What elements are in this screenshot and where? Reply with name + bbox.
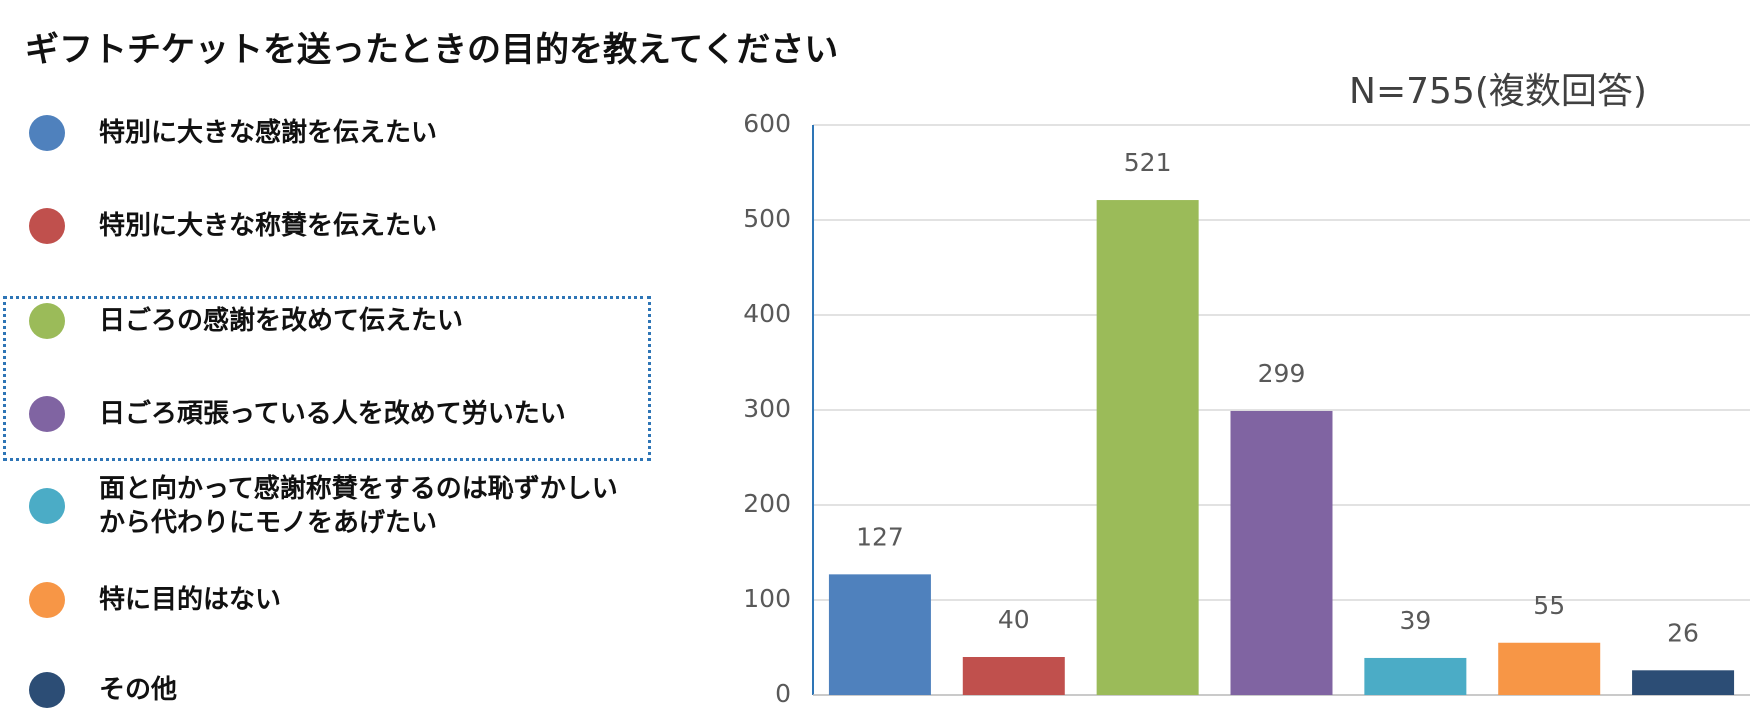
data-label: 39 (1399, 606, 1431, 635)
legend-marker (29, 115, 65, 151)
data-label: 521 (1124, 148, 1172, 177)
chart-title: ギフトチケットを送ったときの目的を教えてください (25, 30, 839, 70)
bar (828, 574, 931, 695)
legend-label: 特に目的はない (99, 585, 282, 615)
legend-label: その他 (99, 675, 178, 705)
y-tick-label: 100 (743, 584, 791, 613)
bar (1498, 642, 1601, 695)
legend-item: 特別に大きな称賛を伝えたい (0, 196, 640, 256)
legend-item: 特に目的はない (0, 570, 640, 630)
y-tick-label: 300 (743, 394, 791, 423)
chart-subtitle: N=755(複数回答) (1349, 71, 1647, 112)
legend-label: 特別に大きな称賛を伝えたい (99, 211, 438, 241)
legend-marker (29, 208, 65, 244)
bar (1230, 410, 1333, 695)
data-label: 40 (998, 605, 1030, 634)
y-tick-label: 600 (743, 109, 791, 138)
data-label: 299 (1258, 359, 1306, 388)
bar (1364, 657, 1467, 695)
legend-marker (29, 582, 65, 618)
legend-marker (29, 672, 65, 708)
y-tick-label: 400 (743, 299, 791, 328)
y-tick-label: 200 (743, 489, 791, 518)
legend-label: 特別に大きな感謝を伝えたい (99, 118, 438, 148)
bar (1096, 200, 1199, 696)
legend-marker (29, 396, 65, 432)
data-label: 26 (1667, 618, 1699, 647)
highlight-box (3, 296, 651, 461)
bar (962, 657, 1065, 695)
y-tick-label: 0 (775, 679, 791, 708)
data-label: 127 (856, 522, 904, 551)
legend-marker (29, 303, 65, 339)
legend-label: 日ごろの感謝を改めて伝えたい (99, 306, 464, 336)
legend-label: 日ごろ頑張っている人を改めて労いたい (99, 399, 566, 429)
legend-item: 面と向かって感謝称賛をするのは恥ずかしいから代わりにモノをあげたい (0, 474, 640, 538)
legend-item: その他 (0, 660, 640, 720)
legend-item: 日ごろ頑張っている人を改めて労いたい (0, 384, 640, 444)
data-label: 55 (1533, 591, 1565, 620)
legend-item: 特別に大きな感謝を伝えたい (0, 103, 640, 163)
legend-label: 面と向かって感謝称賛をするのは恥ずかしいから代わりにモノをあげたい (99, 474, 618, 538)
legend-item: 日ごろの感謝を改めて伝えたい (0, 291, 640, 351)
bar (1632, 670, 1735, 695)
y-tick-label: 500 (743, 204, 791, 233)
legend-marker (29, 488, 65, 524)
